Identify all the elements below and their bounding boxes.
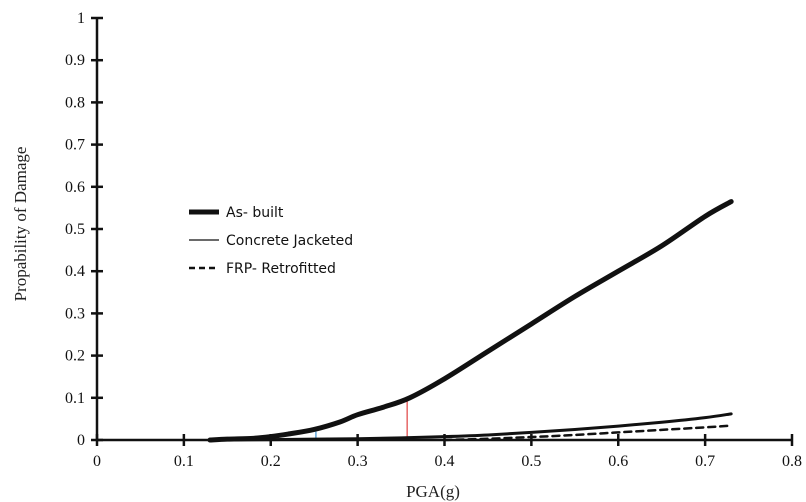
x-tick-label: 0.3 <box>348 453 368 470</box>
y-tick-label: 0.4 <box>65 263 85 280</box>
y-tick-label: 1 <box>77 10 85 27</box>
x-tick-label: 0 <box>93 453 101 470</box>
y-tick-label: 0.9 <box>65 52 85 69</box>
x-tick-label: 0.8 <box>782 453 802 470</box>
legend: As- built Concrete Jacketed FRP- Retrofitt… <box>189 205 353 277</box>
axes: 0 0.1 0.2 0.3 0.4 0.5 0.6 0.7 0.8 0.9 1 0 0.1 0.2 0.3… <box>65 10 802 470</box>
y-tick-label: 0.5 <box>65 221 85 238</box>
y-tick-label: 0 <box>77 432 85 449</box>
y-ticks: 0 0.1 0.2 0.3 0.4 0.5 0.6 0.7 0.8 0.9 1 <box>65 10 103 449</box>
legend-label: As- built <box>226 205 284 221</box>
series-line-3 <box>443 424 733 442</box>
y-tick-label: 0.2 <box>65 348 85 365</box>
series-line-1 <box>207 199 734 443</box>
y-tick-label: 0.8 <box>65 94 85 111</box>
x-tick-label: 0.5 <box>521 453 541 470</box>
y-tick-label: 0.6 <box>65 179 85 196</box>
x-tick-label: 0.6 <box>608 453 628 470</box>
y-tick-label: 0.3 <box>65 305 85 322</box>
y-axis-title: Propability of Damage <box>11 147 30 302</box>
legend-label: FRP- Retrofitted <box>226 261 336 277</box>
x-tick-label: 0.7 <box>695 453 715 470</box>
series-line-2 <box>225 412 733 442</box>
x-axis-title: PGA(g) <box>406 482 460 501</box>
x-tick-label: 0.4 <box>435 453 455 470</box>
y-tick-label: 0.7 <box>65 137 85 154</box>
y-tick-label: 0.1 <box>65 390 85 407</box>
x-ticks: 0 0.1 0.2 0.3 0.4 0.5 0.6 0.7 0.8 <box>93 434 802 470</box>
x-tick-label: 0.1 <box>174 453 194 470</box>
x-tick-label: 0.2 <box>261 453 281 470</box>
legend-label: Concrete Jacketed <box>226 233 353 249</box>
